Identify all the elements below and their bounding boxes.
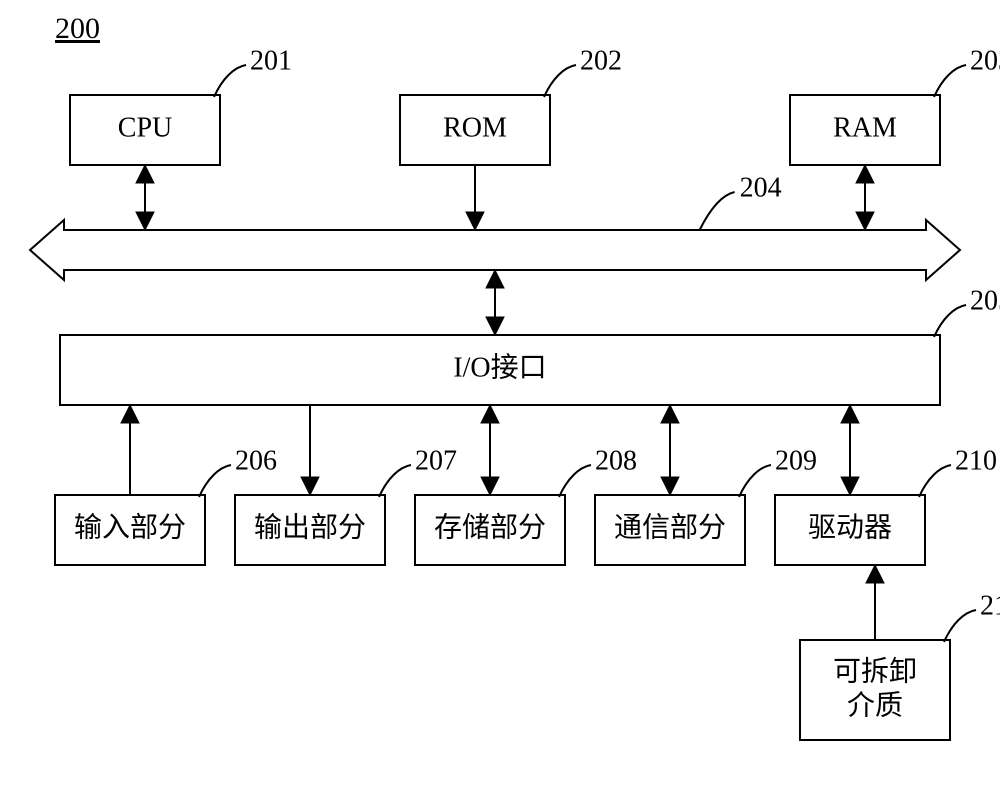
ref-ram: 203 <box>970 45 1000 76</box>
block-label-input: 输入部分 <box>74 511 186 543</box>
block-label-media-l2: 介质 <box>847 689 903 721</box>
ref-leader-media <box>944 610 976 642</box>
ref-leader-input <box>199 465 231 497</box>
ref-media: 211 <box>980 590 1000 621</box>
ref-leader-storage <box>559 465 591 497</box>
ref-output: 207 <box>415 445 457 476</box>
ref-leader-io <box>934 305 966 337</box>
ref-leader-driver <box>919 465 951 497</box>
block-label-media-l1: 可拆卸 <box>833 655 917 687</box>
figure-reference: 200 <box>55 12 100 45</box>
diagram-canvas: 200 204 CPU 201 ROM 202 RAM 203 I/O接口 205 输入部分 20… <box>0 0 1000 798</box>
ref-rom: 202 <box>580 45 622 76</box>
ref-leader-output <box>379 465 411 497</box>
ref-leader-cpu <box>214 65 246 97</box>
block-cpu: CPU 201 <box>70 45 292 165</box>
block-label-driver: 驱动器 <box>808 512 892 543</box>
ref-driver: 210 <box>955 445 997 476</box>
bus-ref: 204 <box>740 172 782 203</box>
ref-leader-rom <box>544 65 576 97</box>
ref-storage: 208 <box>595 445 637 476</box>
block-label-output: 输出部分 <box>254 511 366 543</box>
block-label-storage: 存储部分 <box>434 511 546 543</box>
ref-leader-comm <box>739 465 771 497</box>
block-io: I/O接口 205 <box>60 285 1000 405</box>
block-rom: ROM 202 <box>400 45 622 165</box>
bus-ref-leader: 204 <box>700 172 782 230</box>
block-media: 可拆卸介质 211 <box>800 590 1000 740</box>
block-label-cpu: CPU <box>118 112 172 143</box>
block-label-rom: ROM <box>443 112 507 143</box>
block-label-io: I/O接口 <box>453 351 546 383</box>
ref-input: 206 <box>235 445 277 476</box>
ref-comm: 209 <box>775 445 817 476</box>
block-label-ram: RAM <box>833 112 897 143</box>
ref-leader-ram <box>934 65 966 97</box>
block-ram: RAM 203 <box>790 45 1000 165</box>
ref-io: 205 <box>970 285 1000 316</box>
ref-cpu: 201 <box>250 45 292 76</box>
block-label-comm: 通信部分 <box>614 511 726 543</box>
